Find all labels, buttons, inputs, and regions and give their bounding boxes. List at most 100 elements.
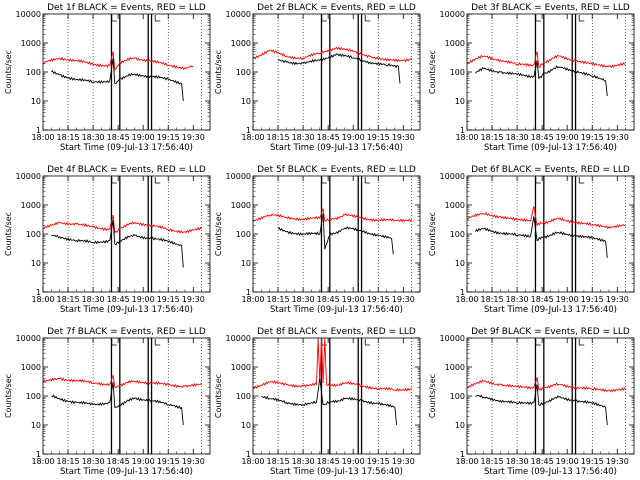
series-line-events [277, 213, 394, 255]
y-tick-label: 10 [31, 259, 41, 268]
y-tick-label: 1 [460, 126, 465, 135]
bracket-marker [364, 15, 371, 22]
panel-7: Det 7f BLACK = Events, RED = LLD 1 10 100 10… [4, 327, 211, 477]
bracket-marker [154, 339, 161, 346]
series-line-events [51, 58, 184, 102]
x-tick-label: 19:15 [581, 133, 604, 142]
x-tick-label: 18:15 [57, 295, 80, 304]
x-tick-label: 18:45 [107, 295, 130, 304]
panel-4: Det 4f BLACK = Events, RED = LLD 1 10 100 10… [4, 165, 211, 315]
y-tick-label: 1000 [231, 201, 251, 210]
x-tick-label: 18:30 [506, 133, 529, 142]
x-tick-label: 19:15 [157, 295, 180, 304]
x-tick-label: 18:30 [292, 133, 315, 142]
x-tick-label: 19:15 [367, 457, 390, 466]
y-tick-label: 1 [246, 450, 251, 459]
panel-title: Det 2f BLACK = Events, RED = LLD [257, 3, 416, 13]
bracket-marker [535, 177, 541, 184]
series-line-lld [42, 51, 194, 71]
y-tick-label: 100 [236, 68, 251, 77]
bracket-marker [111, 15, 117, 22]
x-tick-label: 19:15 [367, 133, 390, 142]
y-tick-label: 10000 [440, 10, 465, 19]
x-tick-label: 18:00 [241, 295, 264, 304]
series-line-lld [252, 337, 412, 392]
y-tick-label: 10 [455, 421, 465, 430]
x-axis-label: Start Time (09-Jul-13 17:56:40) [270, 467, 403, 477]
series-line-lld [252, 46, 412, 63]
panel-title: Det 5f BLACK = Events, RED = LLD [257, 165, 416, 175]
series-line-lld [42, 374, 203, 389]
x-tick-label: 18:45 [317, 295, 340, 304]
y-tick-label: 10000 [226, 10, 251, 19]
bracket-marker [154, 15, 161, 22]
x-tick-label: 19:15 [367, 295, 390, 304]
x-tick-label: 18:45 [317, 133, 340, 142]
x-axis-label: Start Time (09-Jul-13 17:56:40) [484, 305, 617, 315]
y-tick-label: 1 [460, 288, 465, 297]
x-tick-label: 18:00 [241, 457, 264, 466]
y-tick-label: 10000 [226, 172, 251, 181]
series-line-lld [467, 376, 626, 393]
y-tick-label: 1000 [21, 39, 41, 48]
y-tick-label: 100 [450, 392, 465, 401]
x-tick-label: 19:15 [581, 457, 604, 466]
x-tick-label: 19:30 [182, 295, 205, 304]
panel-title: Det 8f BLACK = Events, RED = LLD [257, 327, 416, 337]
panel-title: Det 4f BLACK = Events, RED = LLD [47, 165, 206, 175]
panel-1: Det 1f BLACK = Events, RED = LLD 1 10 100 10… [4, 3, 211, 153]
x-tick-label: 19:00 [132, 295, 155, 304]
panel-3: Det 3f BLACK = Events, RED = LLD 1 10 100 10… [428, 3, 635, 153]
x-tick-label: 19:30 [392, 457, 415, 466]
x-tick-label: 19:30 [182, 457, 205, 466]
x-tick-label: 18:30 [82, 295, 105, 304]
y-tick-label: 100 [26, 68, 41, 77]
x-tick-label: 18:00 [455, 133, 478, 142]
series-line-events [475, 384, 608, 426]
x-tick-label: 18:15 [481, 133, 504, 142]
bracket-marker [364, 339, 371, 346]
y-tick-label: 10000 [16, 334, 41, 343]
y-tick-label: 10000 [16, 172, 41, 181]
y-tick-label: 1 [460, 450, 465, 459]
bracket-marker [535, 339, 541, 346]
x-tick-label: 18:30 [292, 295, 315, 304]
y-tick-label: 1 [36, 288, 41, 297]
y-tick-label: 100 [236, 230, 251, 239]
bracket-marker [111, 177, 117, 184]
x-axis-label: Start Time (09-Jul-13 17:56:40) [484, 143, 617, 153]
x-tick-label: 19:00 [132, 133, 155, 142]
panel-9: Det 9f BLACK = Events, RED = LLD 1 10 100 10… [428, 327, 635, 477]
y-axis-label: Counts/sec [4, 374, 13, 418]
x-tick-label: 18:15 [267, 295, 290, 304]
y-tick-label: 1 [36, 126, 41, 135]
x-tick-label: 18:45 [317, 457, 340, 466]
x-axis-label: Start Time (09-Jul-13 17:56:40) [270, 143, 403, 153]
x-tick-label: 19:00 [342, 133, 365, 142]
bracket-marker [111, 339, 117, 346]
y-tick-label: 10 [31, 421, 41, 430]
y-tick-label: 10 [241, 259, 251, 268]
x-tick-label: 19:15 [581, 295, 604, 304]
y-axis-label: Counts/sec [214, 50, 223, 94]
series-line-lld [466, 51, 626, 69]
y-tick-label: 1000 [21, 201, 41, 210]
x-tick-label: 19:00 [556, 133, 579, 142]
bracket-marker [578, 339, 585, 346]
panel-6: Det 6f BLACK = Events, RED = LLD 1 10 100 10… [428, 165, 635, 315]
x-tick-label: 18:00 [31, 457, 54, 466]
y-tick-label: 1000 [445, 201, 465, 210]
x-tick-label: 18:45 [107, 457, 130, 466]
bracket-marker [578, 15, 585, 22]
x-tick-label: 18:30 [506, 457, 529, 466]
y-tick-label: 10000 [16, 10, 41, 19]
y-tick-label: 10 [31, 97, 41, 106]
y-tick-label: 100 [450, 230, 465, 239]
bracket-marker [154, 177, 161, 184]
x-axis-label: Start Time (09-Jul-13 17:56:40) [60, 305, 193, 315]
bracket-marker [321, 177, 327, 184]
x-tick-label: 18:15 [481, 295, 504, 304]
y-tick-label: 10 [241, 421, 251, 430]
series-line-events [475, 60, 608, 96]
bracket-marker [364, 177, 371, 184]
